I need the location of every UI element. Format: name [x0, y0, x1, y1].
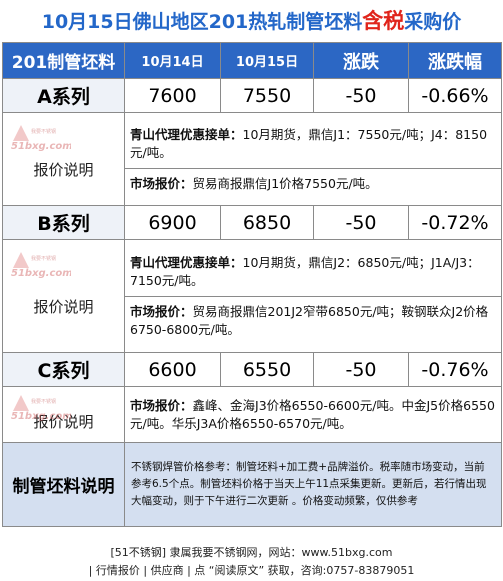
title-main: 10月15日佛山地区201热轧制管坯料 — [41, 11, 363, 33]
title-highlight: 含税 — [362, 9, 405, 33]
series-name: B系列 — [2, 205, 125, 240]
note-row: 制管坯料说明 不锈钢焊管价格参考：制管坯料+加工费+品牌溢价。税率随市场变动，当… — [2, 442, 502, 527]
market-text: 贸易商报鼎信J1价格7550元/吨。 — [192, 175, 378, 191]
description: 青山代理优惠接单：10月期货，鼎信J2：6850元/吨；J1A/J3：7150元… — [124, 239, 502, 353]
report-cell: 我要不锈钢 51bxg.com 报价说明 — [2, 386, 125, 443]
price-change-pct: -0.66% — [408, 78, 502, 113]
table-row: A系列 7600 7550 -50 -0.66% — [2, 78, 502, 113]
agent-label: 青山代理优惠接单： — [130, 254, 243, 270]
page-title: 10月15日佛山地区201热轧制管坯料含税采购价 — [0, 0, 503, 42]
price-curr: 6550 — [220, 352, 314, 387]
price-change: -50 — [313, 205, 409, 240]
price-prev: 6900 — [124, 205, 221, 240]
desc-row: 我要不锈钢 51bxg.com 报价说明 青山代理优惠接单：10月期货，鼎信J1… — [2, 112, 502, 206]
price-change-pct: -0.72% — [408, 205, 502, 240]
series-name: A系列 — [2, 78, 125, 113]
header-product: 201制管坯料 — [2, 42, 125, 79]
header-prev-date: 10月14日 — [124, 42, 221, 79]
svg-text:我要不锈钢: 我要不锈钢 — [31, 398, 56, 405]
price-prev: 6600 — [124, 352, 221, 387]
divider — [125, 167, 501, 169]
table-header: 201制管坯料 10月14日 10月15日 涨跌 涨跌幅 — [2, 42, 502, 79]
description: 青山代理优惠接单：10月期货，鼎信J1：7550元/吨；J4：8150元/吨。 … — [124, 112, 502, 206]
site-logo: 我要不锈钢 51bxg.com — [11, 125, 71, 152]
svg-text:我要不锈钢: 我要不锈钢 — [31, 255, 56, 262]
report-cell: 我要不锈钢 51bxg.com 报价说明 — [2, 239, 125, 353]
divider — [125, 295, 501, 297]
footer-line-2: | 行情报价 | 供应商 | 点 “阅读原文” 获取，咨询:0757-83879… — [88, 564, 415, 577]
agent-text: 10月期货，鼎信J2：6850元/吨；J1A/J3：7150元/吨。 — [130, 254, 480, 288]
market-label: 市场报价： — [130, 175, 193, 191]
report-label: 报价说明 — [33, 413, 94, 431]
header-curr-date: 10月15日 — [220, 42, 314, 79]
market-text: 鑫峰、金海J3价格6550-6600元/吨。中金J5价格6550元/吨。华乐J3… — [130, 397, 495, 431]
report-label: 报价说明 — [33, 160, 94, 179]
header-change: 涨跌 — [313, 42, 409, 79]
svg-text:51bxg.com: 51bxg.com — [11, 411, 71, 422]
price-change: -50 — [313, 352, 409, 387]
footer-line-1: [51不锈钢] 隶属我要不锈钢网，网站：www.51bxg.com — [110, 546, 393, 559]
market-label: 市场报价： — [130, 303, 193, 319]
site-logo: 我要不锈钢 51bxg.com — [11, 252, 71, 279]
note-label: 制管坯料说明 — [2, 442, 125, 527]
note-text: 不锈钢焊管价格参考：制管坯料+加工费+品牌溢价。税率随市场变动，当前参考6.5个… — [124, 442, 502, 527]
svg-text:51bxg.com: 51bxg.com — [11, 268, 71, 279]
price-curr: 6850 — [220, 205, 314, 240]
description: 市场报价：鑫峰、金海J3价格6550-6600元/吨。中金J5价格6550元/吨… — [124, 386, 502, 443]
price-table: 201制管坯料 10月14日 10月15日 涨跌 涨跌幅 A系列 7600 75… — [2, 42, 502, 527]
report-label: 报价说明 — [33, 297, 94, 316]
header-change-pct: 涨跌幅 — [408, 42, 502, 79]
table-row: B系列 6900 6850 -50 -0.72% — [2, 205, 502, 240]
price-curr: 7550 — [220, 78, 314, 113]
price-change-pct: -0.76% — [408, 352, 502, 387]
svg-text:我要不锈钢: 我要不锈钢 — [31, 128, 56, 135]
market-text: 贸易商报鼎信201J2窄带6850元/吨；鞍钢联众J2价格6750-6800元/… — [130, 303, 489, 337]
table-row: C系列 6600 6550 -50 -0.76% — [2, 352, 502, 387]
site-logo: 我要不锈钢 51bxg.com — [11, 395, 71, 422]
agent-text: 10月期货，鼎信J1：7550元/吨；J4：8150元/吨。 — [130, 126, 488, 160]
footer: [51不锈钢] 隶属我要不锈钢网，网站：www.51bxg.com | 行情报价… — [0, 542, 503, 581]
desc-row: 我要不锈钢 51bxg.com 报价说明 市场报价：鑫峰、金海J3价格6550-… — [2, 386, 502, 443]
series-name: C系列 — [2, 352, 125, 387]
agent-label: 青山代理优惠接单： — [130, 126, 243, 142]
svg-text:51bxg.com: 51bxg.com — [11, 141, 71, 152]
report-cell: 我要不锈钢 51bxg.com 报价说明 — [2, 112, 125, 206]
market-label: 市场报价： — [130, 397, 193, 413]
desc-row: 我要不锈钢 51bxg.com 报价说明 青山代理优惠接单：10月期货，鼎信J2… — [2, 239, 502, 353]
price-change: -50 — [313, 78, 409, 113]
title-suffix: 采购价 — [404, 11, 462, 33]
price-prev: 7600 — [124, 78, 221, 113]
